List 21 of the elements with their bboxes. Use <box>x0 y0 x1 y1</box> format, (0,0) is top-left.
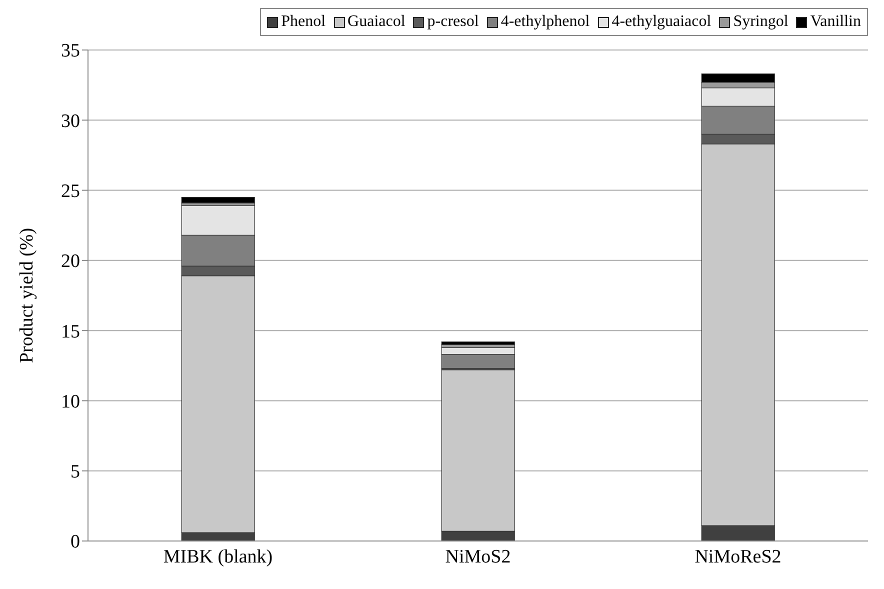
legend-label: Syringol <box>732 13 788 31</box>
legend-label: Guaiacol <box>346 13 406 31</box>
bar <box>441 341 515 345</box>
y-axis-title: Product yield (%) <box>16 228 38 364</box>
x-tick-label: MIBK (blank) <box>163 546 273 568</box>
y-tick-label: 25 <box>61 181 80 202</box>
legend-label: Vanillin <box>809 13 861 31</box>
legend-label: p-cresol <box>426 13 479 31</box>
y-tick-label: 30 <box>61 110 80 132</box>
y-tick-label: 5 <box>70 462 80 483</box>
y-tick-label: 0 <box>70 532 80 553</box>
y-tick-label: 20 <box>61 251 80 272</box>
y-tick-label: 15 <box>61 321 80 342</box>
x-tick-label: NiMoReS2 <box>694 546 782 568</box>
bar <box>181 197 255 204</box>
y-tick-label: 10 <box>61 391 80 412</box>
legend-label: 4-ethylphenol <box>500 13 590 31</box>
y-tick-label: 35 <box>61 40 80 62</box>
legend-label: Phenol <box>280 13 326 31</box>
x-tick-label: NiMoS2 <box>445 546 511 568</box>
legend-label: 4-ethylguaiacol <box>610 13 712 31</box>
